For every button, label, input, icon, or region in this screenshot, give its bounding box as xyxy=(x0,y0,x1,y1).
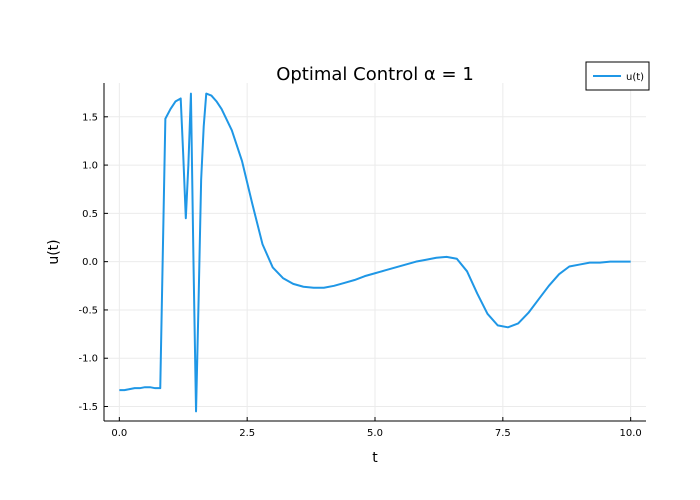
y-tick-label: -1.5 xyxy=(78,402,98,413)
series-line xyxy=(119,92,631,413)
x-tick-label: 5.0 xyxy=(367,428,383,439)
y-tick-label: 0.0 xyxy=(82,257,98,268)
chart-title: Optimal Control α = 1 xyxy=(276,64,474,85)
x-tick-label: 0.0 xyxy=(111,428,127,439)
x-tick-label: 2.5 xyxy=(239,428,255,439)
y-tick-label: -1.0 xyxy=(78,354,98,365)
y-tick-label: 0.5 xyxy=(82,209,98,220)
x-axis-label: t xyxy=(372,450,378,466)
legend-label: u(t) xyxy=(626,72,644,83)
legend: u(t) xyxy=(585,61,650,91)
y-axis-label: u(t) xyxy=(46,239,62,264)
y-tick-label: 1.0 xyxy=(82,161,98,172)
series-layer xyxy=(119,92,631,413)
y-tick-label: -0.5 xyxy=(78,305,98,316)
x-tick-label: 7.5 xyxy=(495,428,511,439)
grid xyxy=(104,83,646,421)
y-tick-label: 1.5 xyxy=(82,112,98,123)
x-tick-label: 10.0 xyxy=(620,428,642,439)
tick-labels: 0.0 2.5 5.0 7.5 10.0 -1.5 -1.0 -0.5 0.0 0.5 1.0 1.5 xyxy=(78,112,641,439)
